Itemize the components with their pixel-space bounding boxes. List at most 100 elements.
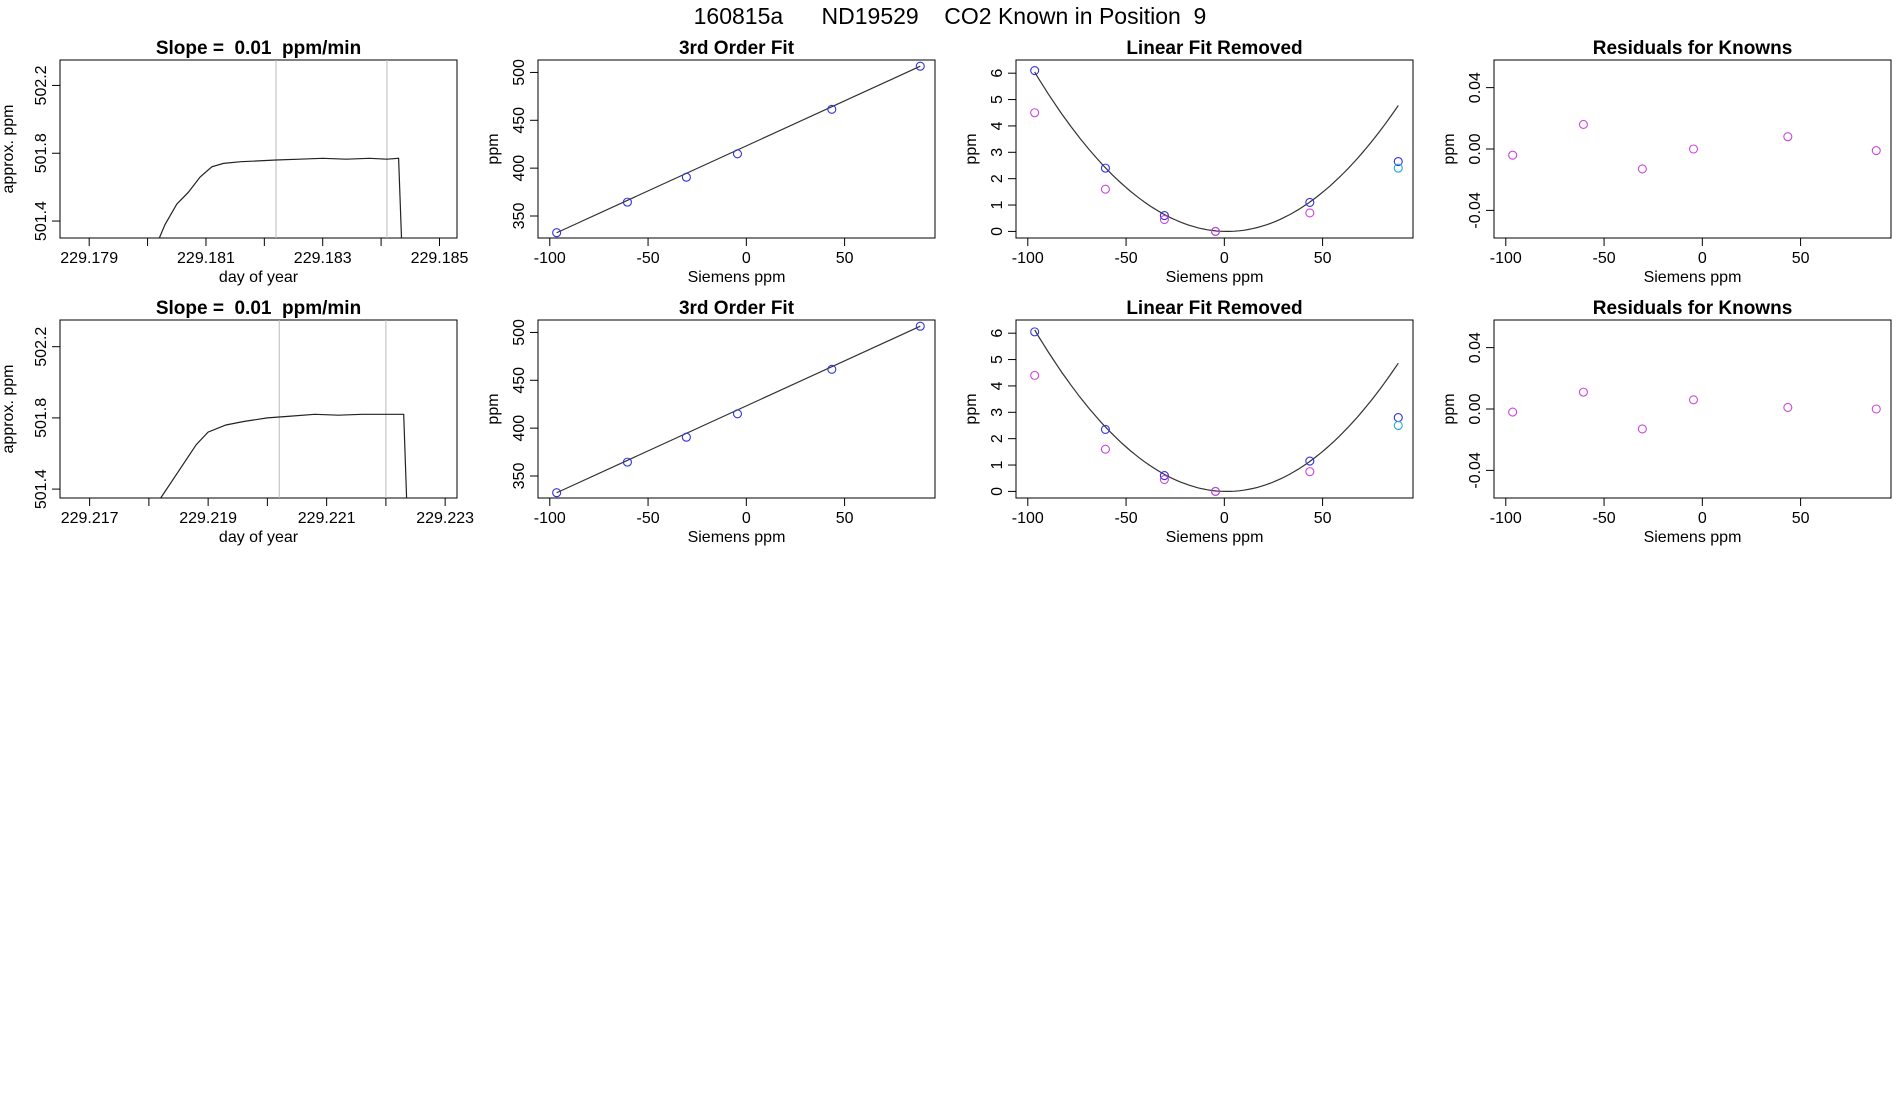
y-tick-label: 501.4 bbox=[33, 469, 50, 509]
data-point bbox=[1688, 144, 1699, 154]
data-point bbox=[1305, 456, 1315, 466]
x-tick-label: 50 bbox=[1314, 510, 1332, 527]
panel-title: Residuals for Knowns bbox=[1593, 298, 1793, 319]
data-point bbox=[681, 172, 691, 182]
data-point bbox=[732, 149, 743, 159]
plot-frame bbox=[537, 319, 936, 499]
data-point bbox=[1210, 486, 1221, 496]
y-tick-label: 500 bbox=[511, 59, 528, 86]
data-point bbox=[1305, 197, 1315, 207]
data-point bbox=[1783, 132, 1793, 142]
y-tick-label: 1 bbox=[989, 460, 1006, 469]
data-point bbox=[1030, 108, 1040, 118]
x-axis-label: Siemens ppm bbox=[688, 529, 786, 546]
y-tick-label: 0.04 bbox=[1467, 72, 1484, 103]
data-point bbox=[1508, 150, 1518, 160]
y-axis-label: approx. ppm bbox=[0, 365, 17, 454]
chart-panel-r1c2: 3rd Order Fit -100 -50 0 50 350 400 450 500 Sieme… bbox=[485, 38, 936, 286]
data-point bbox=[827, 364, 837, 374]
data-point bbox=[1100, 184, 1110, 194]
y-tick-label: 0.00 bbox=[1467, 133, 1484, 164]
data-point bbox=[1393, 413, 1403, 423]
data-point bbox=[1783, 402, 1793, 413]
y-tick-label: 2 bbox=[989, 434, 1006, 443]
x-tick-label: -100 bbox=[1012, 250, 1044, 267]
data-point bbox=[681, 432, 691, 442]
chart-panel-r2c2: 3rd Order Fit -100 -50 0 50 350 400 450 500 Sieme… bbox=[485, 298, 936, 546]
data-point bbox=[1030, 327, 1040, 337]
trace-line bbox=[158, 157, 403, 238]
data-point bbox=[915, 61, 925, 71]
x-axis-label: day of year bbox=[219, 529, 299, 546]
x-tick-label: 0 bbox=[1698, 510, 1707, 527]
x-tick-label: 50 bbox=[1314, 250, 1332, 267]
data-point bbox=[1159, 211, 1169, 221]
plot-frame bbox=[59, 319, 458, 499]
plot-frame bbox=[537, 59, 936, 239]
y-tick-label: 3 bbox=[989, 408, 1006, 417]
data-point bbox=[1100, 424, 1110, 434]
y-tick-label: 500 bbox=[511, 319, 528, 346]
data-point bbox=[1393, 420, 1403, 431]
trace-line bbox=[160, 413, 408, 498]
x-axis-label: day of year bbox=[219, 269, 299, 286]
data-point bbox=[1159, 474, 1169, 485]
x-axis-label: Siemens ppm bbox=[688, 269, 786, 286]
data-point bbox=[622, 197, 632, 207]
plot-area bbox=[158, 60, 403, 238]
plot-frame bbox=[1015, 319, 1414, 499]
data-point bbox=[1210, 226, 1221, 236]
x-tick-label: 229.179 bbox=[60, 250, 118, 267]
data-point bbox=[1393, 163, 1403, 173]
data-point bbox=[1159, 471, 1169, 481]
y-tick-label: 400 bbox=[511, 415, 528, 442]
chart-panel-r1c1: Slope = 0.01 ppm/min 229.179 229.181 229.18… bbox=[0, 38, 469, 286]
x-tick-label: -50 bbox=[636, 510, 659, 527]
data-point bbox=[622, 457, 632, 467]
plot-frame bbox=[1493, 59, 1892, 239]
y-tick-label: -0.04 bbox=[1467, 192, 1484, 229]
y-tick-label: 1 bbox=[989, 200, 1006, 209]
y-tick-label: 6 bbox=[989, 329, 1006, 338]
plot-frame bbox=[59, 59, 458, 239]
plot-frame bbox=[1015, 59, 1414, 239]
data-point bbox=[1100, 163, 1110, 173]
y-tick-label: 4 bbox=[989, 381, 1006, 390]
x-tick-label: -50 bbox=[1592, 510, 1615, 527]
y-tick-label: 502.2 bbox=[33, 327, 50, 367]
data-point bbox=[1100, 444, 1110, 454]
data-point bbox=[1871, 404, 1881, 414]
y-tick-label: 501.8 bbox=[33, 398, 50, 438]
x-tick-label: -100 bbox=[534, 510, 566, 527]
plot-frame bbox=[1493, 319, 1892, 499]
y-tick-label: 3 bbox=[989, 148, 1006, 157]
x-tick-label: -100 bbox=[1490, 250, 1522, 267]
x-tick-label: 229.217 bbox=[61, 510, 119, 527]
y-tick-label: 0.00 bbox=[1467, 393, 1484, 424]
page-title: 160815a ND19529 CO2 Known in Position 9 bbox=[693, 3, 1207, 29]
chart-panel-r2c1: Slope = 0.01 ppm/min 229.217 229.219 229.22… bbox=[0, 298, 474, 546]
data-point bbox=[1305, 467, 1315, 477]
chart-panel-r2c4: Residuals for Knowns -100 -50 0 50 -0.04 0.00 0… bbox=[1441, 298, 1892, 546]
y-axis-label: ppm bbox=[1441, 393, 1458, 424]
panel-title: Slope = 0.01 ppm/min bbox=[156, 298, 361, 319]
chart-panel-r2c3: Linear Fit Removed -100 -50 0 50 0 1 2 3 4 5 6 Sieme… bbox=[963, 298, 1414, 546]
y-tick-label: 450 bbox=[511, 367, 528, 394]
y-tick-label: 350 bbox=[511, 463, 528, 490]
panel-title: Slope = 0.01 ppm/min bbox=[156, 38, 361, 59]
x-tick-label: 0 bbox=[742, 250, 751, 267]
data-point bbox=[1578, 387, 1588, 397]
x-axis-label: Siemens ppm bbox=[1644, 529, 1742, 546]
x-tick-label: 0 bbox=[1698, 250, 1707, 267]
x-tick-label: 50 bbox=[1792, 510, 1810, 527]
data-point bbox=[1030, 65, 1040, 76]
y-tick-label: 4 bbox=[989, 121, 1006, 130]
x-tick-label: 229.223 bbox=[416, 510, 474, 527]
panel-title: Residuals for Knowns bbox=[1593, 38, 1793, 59]
x-axis-label: Siemens ppm bbox=[1166, 269, 1264, 286]
y-tick-label: -0.04 bbox=[1467, 452, 1484, 489]
data-point bbox=[1393, 156, 1403, 167]
x-axis-label: Siemens ppm bbox=[1644, 269, 1742, 286]
x-tick-label: 229.185 bbox=[411, 250, 469, 267]
